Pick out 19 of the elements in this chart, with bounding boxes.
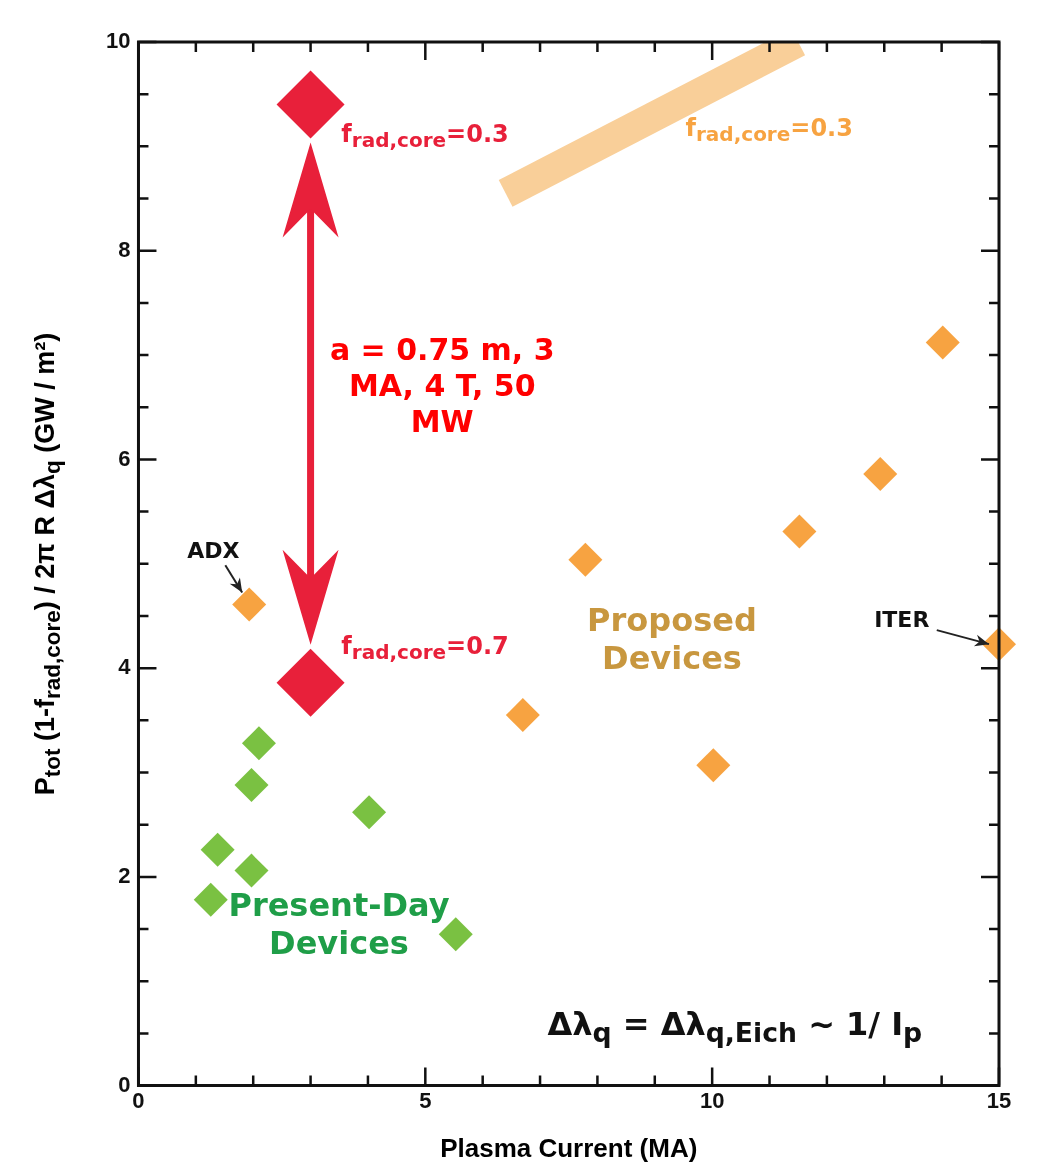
annotation: f$_{rad,core}$=0.3: [685, 113, 853, 147]
annotation: ADX: [187, 538, 240, 565]
x-tick-label: 10: [699, 1087, 725, 1113]
y-tick-label: 2: [118, 862, 131, 888]
annotation: Δλ$_{q}$ = Δλ$_{q,Eich}$ ~ 1/ I$_{p}$: [547, 1004, 923, 1050]
annotation: Present-Day Devices: [227, 885, 451, 963]
y-tick-label: 0: [118, 1071, 131, 1097]
y-tick-label: 6: [118, 445, 131, 471]
x-tick-label: 5: [419, 1087, 432, 1113]
annotation: f$_{rad,core}$=0.7: [341, 631, 509, 665]
annotation: f$_{rad,core}$=0.3: [341, 119, 509, 153]
y-tick-label: 4: [118, 654, 132, 680]
y-tick-label: 8: [118, 236, 131, 262]
y-tick-label: 10: [105, 28, 131, 54]
annotation: a = 0.75 m, 3 MA, 4 T, 50 MW: [328, 332, 556, 441]
annotation: ITER: [874, 606, 930, 634]
x-axis-title: Plasma Current (MA): [440, 1132, 698, 1164]
x-tick-label: 15: [986, 1087, 1012, 1113]
annotation: Proposed Devices: [586, 600, 758, 678]
